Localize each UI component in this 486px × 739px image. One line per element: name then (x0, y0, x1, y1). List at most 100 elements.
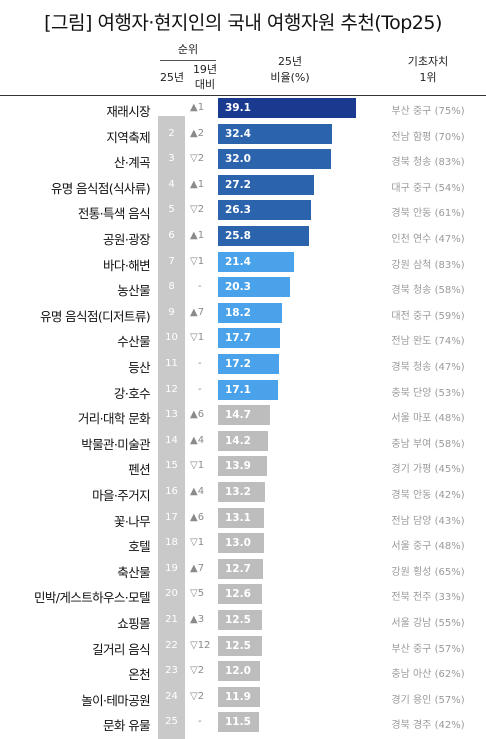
top-region: 경북 청송 (83%) (391, 157, 465, 169)
header-ratio-2: 비율(%) (270, 71, 310, 84)
rank-number: 12 (165, 383, 178, 395)
top-region: 전북 전주 (33%) (391, 592, 465, 604)
top-region: 대구 중구 (54%) (391, 182, 465, 194)
rank-change: ▽2 (190, 153, 205, 165)
top-region: 대전 중구 (59%) (391, 310, 465, 322)
table-row: 길거리 음식 22 ▽12 12.5 부산 중구 (57%) (0, 634, 486, 659)
table-row: 산·계곡 3 ▽2 32.0 경북 청송 (83%) (0, 147, 486, 172)
top-region: 경북 경주 (42%) (391, 720, 465, 732)
rank-number: 23 (165, 665, 178, 677)
bar (218, 507, 265, 528)
table-row: 유명 음식점(디저트류) 9 ▲7 18.2 대전 중구 (59%) (0, 301, 486, 326)
bar (218, 98, 356, 118)
table-row: 박물관·미술관 14 ▲4 14.2 충남 부여 (58%) (0, 429, 486, 454)
bar (218, 482, 265, 502)
table-row: 거리·대학 문화 13 ▲6 14.7 서울 마포 (48%) (0, 403, 486, 428)
rank-number: 19 (165, 562, 178, 574)
data-label: 18.2 (225, 306, 251, 319)
top-region: 경북 청송 (47%) (391, 362, 465, 373)
top-region: 전남 완도 (74%) (391, 336, 465, 348)
rank-change: ▽2 (190, 690, 205, 702)
rank-change: ▲3 (190, 614, 205, 625)
top-region: 부산 중구 (57%) (391, 643, 465, 655)
table-row: 쇼핑몰 21 ▲3 12.5 서울 강남 (55%) (0, 608, 486, 633)
rank-number: 8 (168, 281, 175, 293)
category-label: 온천 (128, 667, 150, 683)
table-row: 마을·주거지 16 ▲4 13.2 경북 안동 (42%) (0, 480, 486, 505)
table-row: 농산물 8 - 20.3 경북 청송 (58%) (0, 275, 486, 300)
top-region: 충북 단양 (53%) (391, 387, 465, 399)
data-label: 12.6 (225, 588, 251, 601)
rank-change: ▲1 (190, 178, 205, 190)
bar (218, 123, 333, 144)
category-label: 거리·대학 문화 (77, 411, 151, 427)
top-region: 경기 용인 (57%) (391, 694, 465, 706)
header-region-1: 기초자치 (407, 55, 449, 68)
rank-number: 14 (165, 434, 178, 446)
table-row: 놀이·테마공원 24 ▽2 11.9 경기 용인 (57%) (0, 685, 486, 710)
data-label: 12.5 (225, 639, 251, 652)
rank-change: ▲4 (190, 486, 205, 497)
bar (218, 379, 279, 400)
rank-change: ▲6 (190, 511, 205, 523)
data-label: 13.9 (225, 460, 251, 473)
rank-number: 15 (165, 460, 178, 472)
data-label: 14.7 (225, 409, 251, 422)
data-label: 39.1 (225, 102, 251, 114)
category-label: 지역축제 (106, 129, 150, 145)
rank-number: 11 (165, 358, 178, 369)
bar (218, 328, 281, 349)
category-label: 문화 유물 (103, 718, 151, 734)
bar (218, 277, 290, 298)
bar (218, 430, 269, 451)
top-region: 경북 청송 (58%) (391, 285, 465, 297)
header-rank-group: 순위 (177, 43, 199, 56)
category-label: 호텔 (128, 539, 150, 555)
rank-column-background (158, 116, 185, 739)
rank-change: ▽2 (190, 665, 205, 677)
rank-number: 2 (168, 127, 175, 139)
rank-number: 20 (165, 588, 178, 600)
rank-number: 24 (165, 690, 178, 702)
bar (218, 200, 311, 221)
rank-change: ▽2 (190, 204, 205, 216)
category-label: 강·호수 (113, 385, 151, 401)
rank-change: - (198, 281, 202, 293)
category-label: 바다·해변 (103, 257, 151, 273)
bar (218, 533, 264, 554)
rank-number: 3 (168, 153, 175, 165)
header-rank-change-1: 19년 (192, 63, 218, 76)
header-rank-change-2: 대비 (194, 78, 216, 91)
rank-change: - (198, 716, 202, 728)
data-label: 27.2 (225, 178, 251, 191)
top-region: 충남 아산 (62%) (391, 669, 465, 681)
data-label: 13.0 (225, 537, 251, 550)
category-label: 펜션 (128, 462, 150, 478)
data-label: 25.8 (225, 230, 251, 242)
top-region: 경기 가평 (45%) (391, 464, 465, 476)
category-label: 산·계곡 (113, 155, 151, 171)
rank-number: 17 (165, 511, 178, 523)
bar (218, 226, 310, 246)
rank-change: ▽5 (190, 588, 205, 600)
top-region: 전남 함평 (70%) (391, 131, 465, 143)
bar (218, 635, 263, 656)
rank-number: 5 (168, 204, 175, 216)
rank-number: 13 (165, 409, 178, 421)
top-region: 강원 삼척 (83%) (391, 259, 465, 271)
category-label: 축산물 (117, 564, 150, 580)
table-row: 온천 23 ▽2 12.0 충남 아산 (62%) (0, 659, 486, 684)
table-row: 지역축제 2 ▲2 32.4 전남 함평 (70%) (0, 122, 486, 147)
table-row: 유명 음식점(식사류) 4 ▲1 27.2 대구 중구 (54%) (0, 173, 486, 198)
data-label: 26.3 (225, 204, 251, 217)
category-label: 길거리 음식 (92, 641, 150, 657)
bar (218, 149, 331, 170)
rank-change: ▲4 (190, 434, 205, 446)
data-label: 17.7 (225, 332, 251, 345)
category-label: 등산 (128, 360, 150, 375)
rank-number: 10 (165, 332, 178, 344)
bar (218, 686, 260, 707)
category-label: 재래시장 (106, 104, 150, 119)
top-region: 인천 연수 (47%) (391, 234, 465, 245)
top-region: 경북 안동 (42%) (391, 490, 465, 501)
